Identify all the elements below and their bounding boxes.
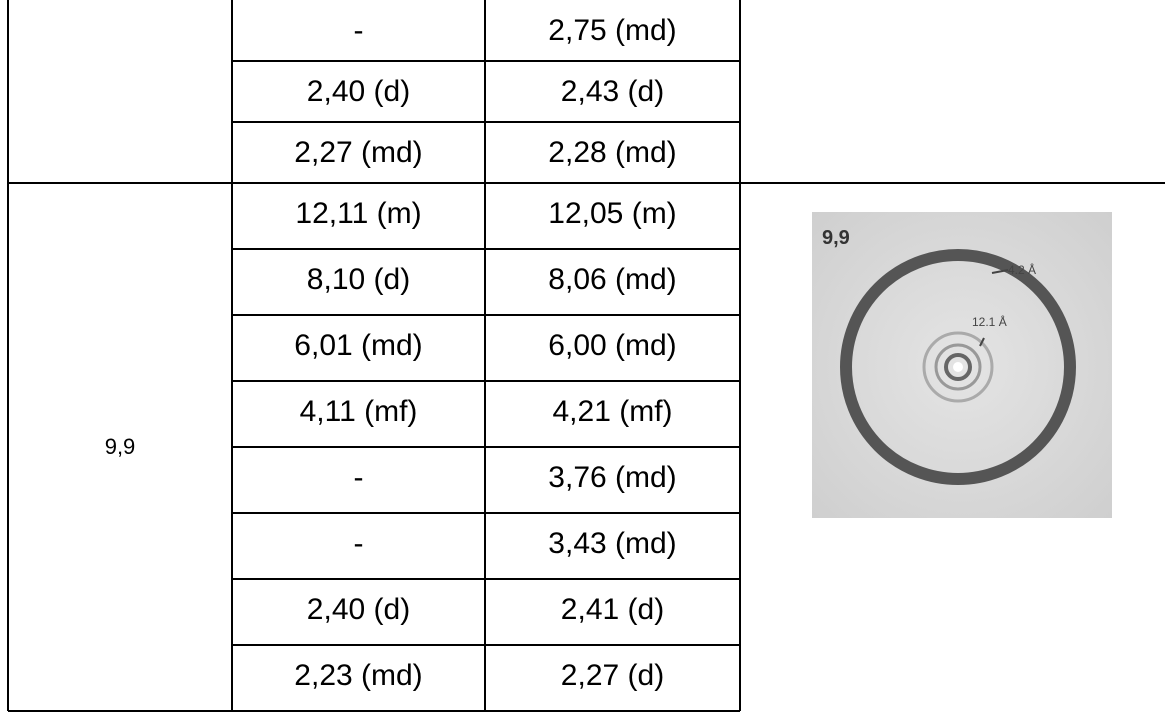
table-cell: 8,10 (d): [232, 249, 485, 315]
table-cell: 2,40 (d): [232, 579, 485, 645]
table-cell: 4,11 (mf): [232, 381, 485, 447]
table-cell: 12,11 (m): [232, 183, 485, 249]
table-cell: 2,27 (md): [232, 122, 485, 183]
table-cell: 3,76 (md): [485, 447, 740, 513]
column-border: [739, 183, 741, 711]
column-border: [7, 0, 9, 183]
center-spot: [953, 362, 963, 372]
table-cell: 2,27 (d): [485, 645, 740, 711]
table-cell: -: [232, 447, 485, 513]
table-cell: 4,21 (mf): [485, 381, 740, 447]
column-border: [231, 183, 233, 711]
group-label: 9,9: [105, 434, 136, 460]
column-border: [484, 0, 486, 183]
column-border: [484, 183, 486, 711]
diffraction-image: 9,9 4.2 Å 12.1 Å: [812, 212, 1112, 518]
table-cell: 2,40 (d): [232, 61, 485, 122]
table-cell: 3,43 (md): [485, 513, 740, 579]
table-cell: -: [232, 0, 485, 61]
document: 9,9 4.2 Å 12.1 Å -2,75 (md)2,40 (d)2,43 …: [0, 0, 1165, 727]
ring-label: 12.1 Å: [972, 314, 1007, 329]
table-cell: 6,00 (md): [485, 315, 740, 381]
image-label: 9,9: [822, 227, 850, 249]
table-cell: -: [232, 513, 485, 579]
table-cell: 8,06 (md): [485, 249, 740, 315]
table-cell: 2,41 (d): [485, 579, 740, 645]
ring-label: 4.2 Å: [1008, 262, 1036, 277]
table-cell: 2,75 (md): [485, 0, 740, 61]
table-cell: 6,01 (md): [232, 315, 485, 381]
column-border: [739, 0, 741, 183]
table-cell: 2,23 (md): [232, 645, 485, 711]
group-border: [8, 710, 740, 712]
column-border: [7, 183, 9, 711]
table-cell: 12,05 (m): [485, 183, 740, 249]
table-cell: 2,28 (md): [485, 122, 740, 183]
column-border: [231, 0, 233, 183]
table-cell: 2,43 (d): [485, 61, 740, 122]
